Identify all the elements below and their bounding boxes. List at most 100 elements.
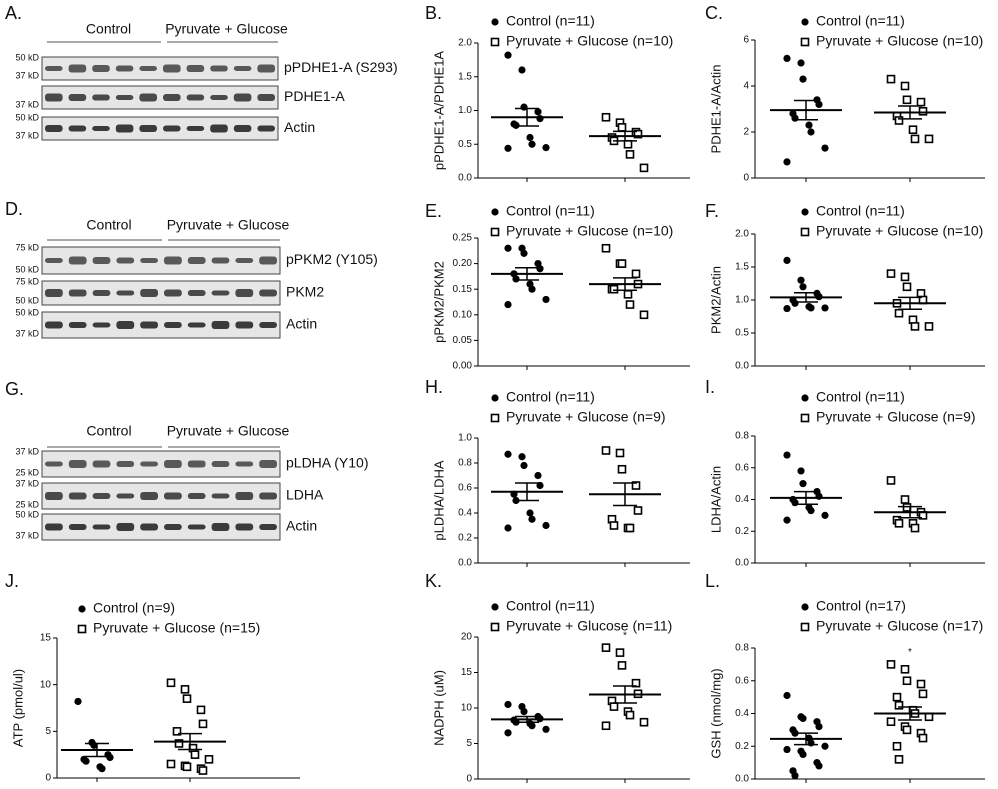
data-point <box>528 140 536 148</box>
data-point <box>528 515 536 523</box>
legend-label: Pyruvate + Glucose (n=11) <box>506 618 672 634</box>
data-point <box>807 304 815 312</box>
marker-label: 50 kD <box>15 52 39 62</box>
data-point <box>615 648 625 657</box>
data-point <box>783 54 791 63</box>
blot-band <box>115 65 134 72</box>
blot-band <box>164 256 182 265</box>
panel-letter: G. <box>5 379 24 399</box>
legend-label: Control (n=17) <box>816 598 906 614</box>
data-point <box>542 521 550 530</box>
blot-band <box>187 290 206 296</box>
legend-marker <box>800 622 810 632</box>
data-point <box>821 304 829 312</box>
blot-band <box>68 64 87 73</box>
blot-band <box>139 66 157 71</box>
data-point <box>625 710 635 720</box>
blot-band <box>45 258 63 263</box>
blot-band <box>211 523 230 531</box>
blot-band <box>211 290 230 296</box>
blot-band <box>140 523 158 531</box>
blot-band <box>45 66 63 71</box>
data-point <box>894 755 904 764</box>
y-tick-label: 0.0 <box>458 558 472 569</box>
y-tick-label: 10 <box>40 679 52 690</box>
data-point <box>916 679 926 689</box>
data-point <box>615 448 625 458</box>
blot-band <box>139 93 157 102</box>
protein-label: LDHA <box>286 487 324 503</box>
legend-label: Control (n=11) <box>506 13 595 29</box>
y-axis-label: NADPH (uM) <box>431 670 446 746</box>
data-point <box>518 66 526 74</box>
data-point <box>815 762 823 770</box>
blot-band <box>187 460 206 468</box>
legend-label: Control (n=11) <box>816 13 905 29</box>
blot-band <box>187 493 206 499</box>
blot-band <box>116 321 135 329</box>
data-point <box>542 295 550 304</box>
blot-band <box>92 460 111 468</box>
blot-band <box>211 493 230 499</box>
blot-band <box>115 124 134 133</box>
marker-label: 50 kD <box>15 509 39 519</box>
y-tick-label: 0.6 <box>458 483 472 494</box>
y-tick-label: 15 <box>40 633 52 644</box>
blot-band <box>68 289 87 297</box>
blot-band <box>211 257 230 264</box>
panel-letter: K. <box>425 571 442 591</box>
data-point <box>623 139 633 149</box>
data-point <box>797 276 805 284</box>
blot-band <box>257 64 275 73</box>
data-point <box>639 163 649 173</box>
data-point <box>520 249 528 257</box>
data-point <box>617 259 627 268</box>
blot-band <box>164 322 182 328</box>
data-point <box>504 144 512 152</box>
data-point <box>166 678 176 688</box>
marker-label: 37 kD <box>15 70 39 80</box>
legend-marker <box>491 18 499 26</box>
legend-marker <box>801 18 809 26</box>
blot-band <box>92 126 110 131</box>
y-tick-label: 0.0 <box>735 361 749 372</box>
legend-label: Pyruvate + Glucose (n=10) <box>506 223 673 239</box>
y-axis-label: pPDHE1-A/PDHE1A <box>431 51 446 171</box>
data-point <box>807 507 815 515</box>
y-tick-label: 0.2 <box>735 741 749 752</box>
data-point <box>504 450 512 458</box>
marker-label: 50 kD <box>15 307 39 317</box>
y-tick-label: 0.0 <box>735 774 749 785</box>
blot-band <box>92 322 111 328</box>
data-point <box>924 134 934 144</box>
y-tick-label: 0.05 <box>453 335 473 346</box>
legend-label: Control (n=11) <box>506 203 595 219</box>
y-tick-label: 2.0 <box>735 229 749 240</box>
data-point <box>815 723 823 731</box>
legend-label: Control (n=9) <box>93 600 175 616</box>
legend-label: Control (n=11) <box>506 389 595 405</box>
data-point <box>617 661 627 670</box>
blot-band <box>92 94 110 101</box>
blot-band <box>45 523 63 531</box>
data-point <box>520 461 528 470</box>
data-point <box>504 700 512 709</box>
panel-letter: D. <box>5 199 23 219</box>
y-tick-label: 0.10 <box>453 309 473 320</box>
y-axis-label: PDHE1-A/Actin <box>708 65 723 154</box>
y-axis-label: LDHA/Actin <box>708 466 723 533</box>
blot-band <box>164 460 182 468</box>
data-point <box>799 75 807 83</box>
data-point <box>528 285 536 293</box>
protein-label: PDHE1-A <box>284 88 345 104</box>
blot-band <box>116 290 135 296</box>
blot-band <box>140 258 158 263</box>
y-tick-label: 0 <box>466 774 472 785</box>
y-tick-label: 4 <box>743 81 749 92</box>
blot-band <box>186 126 205 131</box>
data-point <box>783 691 791 700</box>
blot-band <box>45 93 63 102</box>
data-point <box>791 299 799 307</box>
data-point <box>601 446 611 455</box>
data-point <box>609 702 619 711</box>
